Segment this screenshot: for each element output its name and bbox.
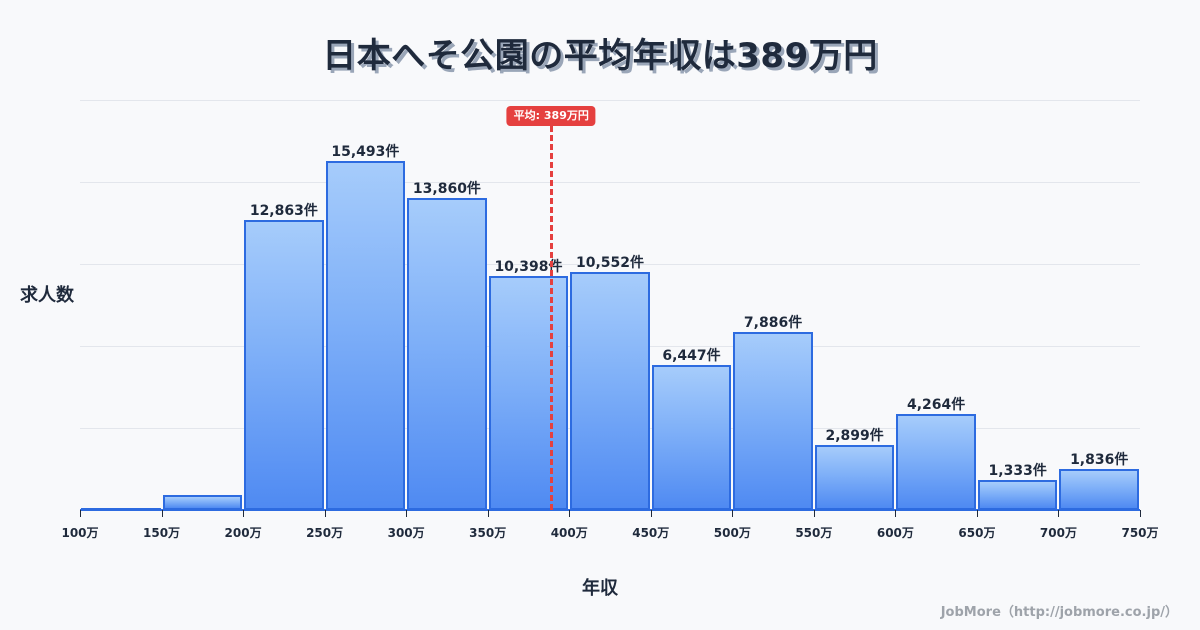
- x-tick-label: 750万: [1121, 526, 1159, 540]
- bar-value-label: 1,333件: [988, 462, 1047, 479]
- bar-value-label: 13,860件: [412, 180, 481, 197]
- x-tick: [406, 510, 408, 517]
- bar-value-label: 6,447件: [662, 347, 721, 364]
- x-tick: [161, 510, 163, 517]
- x-axis-label: 年収: [582, 578, 618, 599]
- y-axis-label: 求人数: [20, 285, 74, 306]
- histogram-bar: [244, 220, 324, 510]
- gridline: [80, 100, 1140, 101]
- x-tick-label: 700万: [1039, 526, 1077, 540]
- x-tick-label: 350万: [469, 526, 507, 540]
- histogram-bar: [1059, 468, 1139, 510]
- x-tick-label: 300万: [387, 526, 425, 540]
- chart-title: 日本へそ公園の平均年収は389万円: [322, 36, 878, 76]
- histogram-bar: [162, 495, 243, 510]
- bar-value-label: 2,899件: [825, 427, 884, 444]
- histogram-bar: [325, 160, 406, 510]
- histogram-bar: [977, 479, 1058, 510]
- bar-value-label: 10,398件: [494, 258, 563, 275]
- x-tick: [813, 510, 815, 517]
- histogram-plot-area: 12,863件 15,493件 13,860件 10,398件 10,552件 6,447…: [61, 100, 1159, 540]
- x-tick-label: 400万: [550, 526, 588, 540]
- source-credit: JobMore（http://jobmore.co.jp/）: [940, 605, 1178, 620]
- x-tick-label: 500万: [713, 526, 751, 540]
- x-tick: [569, 510, 571, 517]
- x-tick: [324, 510, 326, 517]
- x-tick: [895, 510, 897, 517]
- x-tick: [80, 510, 81, 517]
- x-tick-label: 200万: [224, 526, 262, 540]
- x-tick: [650, 510, 652, 517]
- x-tick: [732, 510, 734, 517]
- average-badge: 平均: 389万円: [506, 106, 596, 126]
- histogram-bar: [814, 444, 895, 510]
- x-tick: [976, 510, 978, 517]
- gridline: [80, 264, 1140, 265]
- bar-value-label: 7,886件: [743, 315, 803, 332]
- gridline: [80, 182, 1140, 183]
- x-tick-label: 100万: [61, 526, 99, 540]
- x-tick: [1140, 510, 1141, 517]
- histogram-bar: [488, 275, 569, 510]
- x-tick: [1058, 510, 1060, 517]
- x-tick-label: 550万: [795, 526, 833, 540]
- x-axis-baseline: [80, 509, 1140, 511]
- x-tick-label: 600万: [876, 526, 914, 540]
- bar-value-label: 1,836件: [1070, 451, 1129, 468]
- bar-value-label: 15,493件: [331, 143, 400, 160]
- x-tick: [487, 510, 489, 517]
- average-line: [550, 126, 554, 510]
- histogram-bar: [407, 197, 487, 510]
- x-tick-label: 250万: [306, 526, 344, 540]
- bar-value-label: 12,863件: [249, 203, 318, 220]
- x-tick-label: 150万: [143, 526, 181, 540]
- x-tick-label: 450万: [632, 526, 670, 540]
- bar-value-label: 10,552件: [575, 255, 645, 272]
- histogram-bar: [896, 413, 976, 510]
- histogram-bar: [651, 364, 732, 510]
- bar-value-label: 4,264件: [906, 396, 966, 413]
- x-tick: [243, 510, 245, 517]
- x-tick-label: 650万: [958, 526, 996, 540]
- histogram-bar: [570, 272, 650, 510]
- histogram-bar: [733, 332, 813, 510]
